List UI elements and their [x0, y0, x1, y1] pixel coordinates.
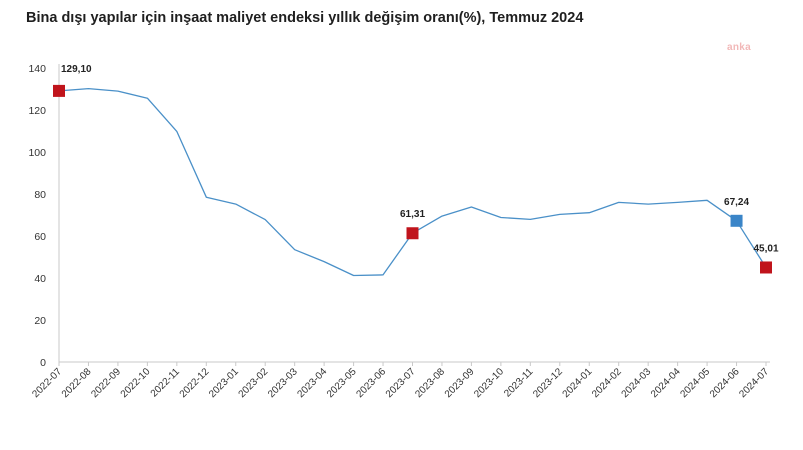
x-tick-label: 2022-07: [30, 366, 64, 400]
x-tick-label: 2023-09: [443, 366, 477, 400]
x-tick-label: 2023-10: [472, 366, 506, 400]
x-tick-label: 2024-01: [561, 366, 595, 400]
x-tick-label: 2023-11: [502, 366, 536, 400]
y-tick-label: 80: [34, 189, 46, 201]
x-tick-label: 2024-04: [649, 366, 683, 400]
y-tick-label: 40: [34, 273, 46, 285]
x-tick-label: 2022-10: [119, 366, 153, 400]
chart-title: Bina dışı yapılar için inşaat maliyet en…: [26, 10, 584, 26]
x-tick-label: 2022-09: [89, 366, 123, 400]
x-tick-label: 2024-03: [620, 366, 654, 400]
y-tick-label: 140: [28, 63, 46, 75]
data-point-marker: [730, 214, 743, 227]
x-tick-label: 2023-07: [384, 366, 418, 400]
y-tick-label: 120: [28, 105, 46, 117]
x-tick-label: 2024-06: [708, 366, 742, 400]
x-tick-label: 2023-04: [296, 366, 330, 400]
series-line: [58, 87, 767, 277]
data-label: 129,10: [61, 64, 92, 75]
data-point-marker: [406, 227, 419, 240]
x-tick-label: 2024-02: [590, 366, 624, 400]
x-tick-label: 2023-01: [207, 366, 241, 400]
x-tick-label: 2023-05: [325, 366, 359, 400]
y-tick-label: 20: [34, 315, 46, 327]
data-label: 61,31: [400, 209, 425, 220]
watermark-logo: anka: [727, 42, 751, 53]
data-label: 45,01: [753, 243, 778, 254]
y-tick-label: 60: [34, 231, 46, 243]
x-tick-label: 2023-03: [266, 366, 300, 400]
y-tick-label: 100: [28, 147, 46, 159]
data-point-marker: [53, 84, 65, 97]
data-label: 67,24: [724, 197, 749, 208]
x-tick-label: 2023-12: [531, 366, 565, 400]
x-tick-label: 2024-07: [737, 366, 771, 400]
x-tick-label: 2024-05: [678, 366, 712, 400]
x-tick-label: 2022-08: [60, 366, 94, 400]
y-tick-label: 0: [40, 357, 46, 369]
x-tick-label: 2022-12: [178, 366, 212, 400]
x-tick-label: 2023-08: [413, 366, 447, 400]
data-point-marker: [760, 261, 772, 274]
x-tick-label: 2022-11: [149, 366, 183, 400]
x-tick-label: 2023-02: [237, 366, 271, 400]
x-tick-label: 2023-06: [354, 366, 388, 400]
